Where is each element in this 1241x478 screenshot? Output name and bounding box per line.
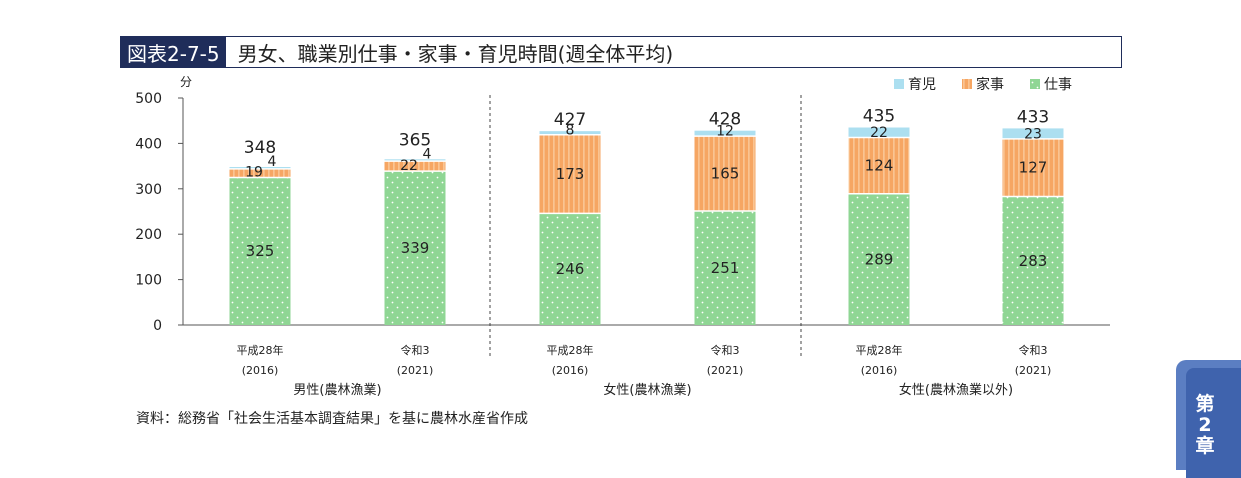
- legend-swatch: [962, 79, 972, 89]
- figure-title: 男女、職業別仕事・家事・育児時間(週全体平均): [237, 41, 674, 66]
- group-label: 女性(農林漁業以外): [899, 382, 1013, 398]
- y-tick-label: 500: [135, 91, 162, 107]
- value-label-work: 283: [1019, 252, 1048, 270]
- x-tick-label-era: 平成28年: [237, 343, 284, 357]
- x-tick-label-era: 令和3: [401, 343, 430, 357]
- legend-label: 仕事: [1044, 77, 1072, 93]
- value-label-housework: 173: [556, 165, 585, 183]
- bar-segment-housework: [1002, 138, 1064, 197]
- bar-segment-work: [384, 171, 446, 325]
- bar-segment-childcare: [384, 159, 446, 162]
- x-tick-label-era: 令和3: [1019, 343, 1048, 357]
- y-tick-label: 300: [135, 182, 162, 198]
- legend-label: 育児: [908, 77, 936, 93]
- legend-swatch: [1030, 79, 1040, 89]
- bar-segment-work: [229, 177, 291, 325]
- value-label-housework: 19: [245, 164, 263, 180]
- value-label-work: 325: [246, 242, 275, 260]
- value-label-housework: 124: [865, 157, 894, 175]
- bar-segment-childcare: [694, 130, 756, 137]
- group-label: 男性(農林漁業): [293, 382, 381, 398]
- chapter-tab-line2: 2: [1198, 414, 1212, 436]
- value-label-housework: 165: [711, 165, 740, 183]
- x-tick-label-year: (2016): [552, 364, 589, 377]
- value-label-work: 339: [401, 239, 430, 257]
- bar-segment-childcare: [229, 167, 291, 169]
- bar-segment-work: [848, 193, 910, 325]
- bar-segment-housework: [848, 137, 910, 194]
- bar-segment-childcare: [1002, 128, 1064, 139]
- value-label-childcare: 23: [1024, 126, 1042, 142]
- x-tick-label-era: 平成28年: [547, 343, 594, 357]
- chapter-tab-line3: 章: [1195, 435, 1215, 457]
- bar-segment-childcare: [539, 131, 601, 135]
- x-tick-label-year: (2016): [242, 364, 279, 377]
- bar-segment-housework: [539, 134, 601, 214]
- legend-label: 家事: [976, 76, 1004, 93]
- value-label-total: 365: [399, 130, 431, 150]
- y-tick-label: 200: [135, 227, 162, 243]
- value-label-housework: 127: [1019, 159, 1048, 177]
- legend-swatch: [894, 79, 904, 89]
- value-label-childcare: 4: [268, 154, 277, 170]
- value-label-childcare: 12: [716, 124, 734, 140]
- bar-segment-work: [1002, 196, 1064, 325]
- chapter-tab-label: 第 2 章: [1180, 394, 1230, 457]
- bar-segment-housework: [694, 136, 756, 212]
- value-label-total: 433: [1017, 107, 1049, 127]
- value-label-total: 435: [863, 107, 895, 127]
- source-note: 資料：総務省「社会生活基本調査結果」を基に農林水産省作成: [136, 411, 528, 427]
- x-tick-label-year: (2021): [397, 364, 434, 377]
- y-tick-label: 0: [153, 318, 162, 334]
- y-unit-label: 分: [180, 75, 192, 89]
- bar-segment-housework: [384, 161, 446, 172]
- y-tick-label: 400: [135, 136, 162, 152]
- bar-segment-work: [694, 211, 756, 325]
- value-label-housework: 22: [400, 158, 418, 174]
- value-label-work: 251: [711, 259, 740, 277]
- x-tick-label-year: (2021): [1015, 364, 1052, 377]
- value-label-work: 289: [865, 250, 894, 268]
- value-label-childcare: 4: [423, 146, 432, 162]
- figure-title-box: 図表2-7-5 男女、職業別仕事・家事・育児時間(週全体平均): [120, 36, 1122, 68]
- figure-id: 図表2-7-5: [121, 37, 226, 67]
- y-tick-label: 100: [135, 273, 162, 289]
- x-tick-label-era: 令和3: [711, 343, 740, 357]
- value-label-total: 348: [244, 138, 276, 158]
- x-tick-label-year: (2016): [861, 364, 898, 377]
- value-label-work: 246: [556, 260, 585, 278]
- group-label: 女性(農林漁業): [603, 382, 691, 398]
- bar-segment-work: [539, 213, 601, 325]
- chapter-tab-line1: 第: [1195, 393, 1215, 415]
- value-label-total: 428: [709, 110, 741, 130]
- value-label-childcare: 22: [870, 125, 888, 141]
- value-label-total: 427: [554, 110, 586, 130]
- bar-segment-childcare: [848, 127, 910, 138]
- bar-segment-housework: [229, 168, 291, 178]
- value-label-childcare: 8: [566, 122, 575, 138]
- x-tick-label-era: 平成28年: [856, 343, 903, 357]
- x-tick-label-year: (2021): [707, 364, 744, 377]
